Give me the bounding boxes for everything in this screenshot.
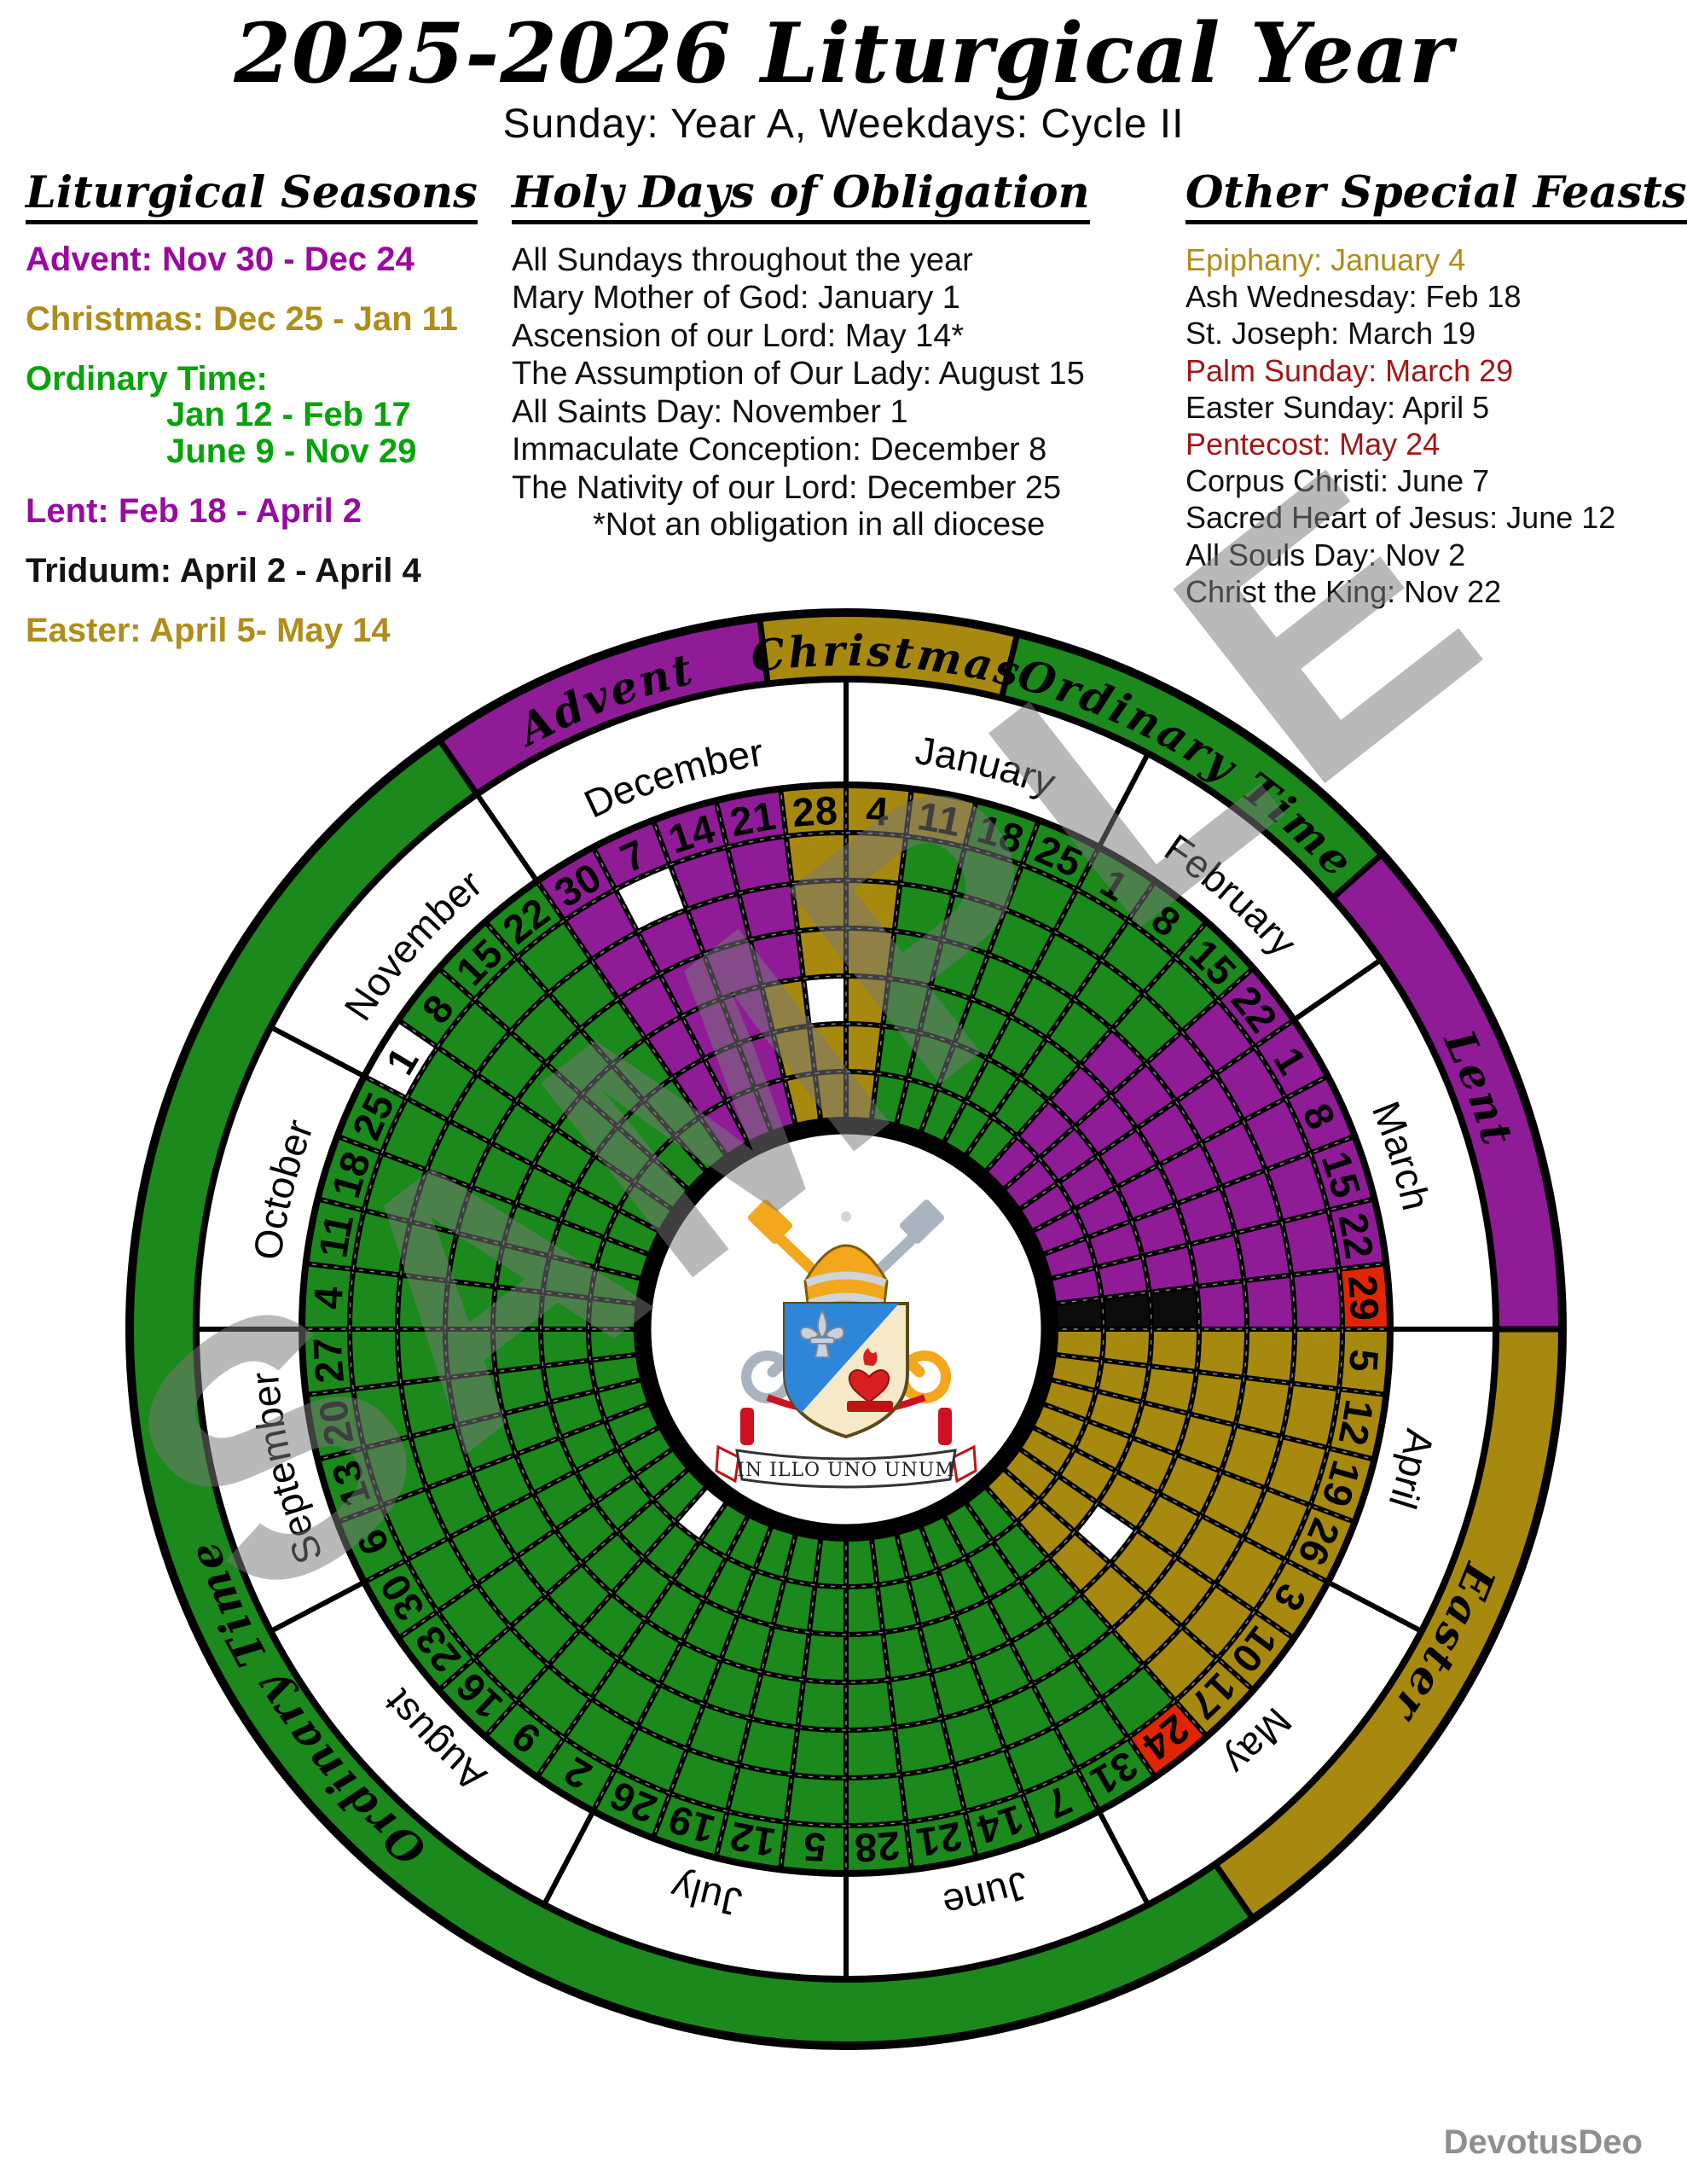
list-item: The Assumption of Our Lady: August 15	[512, 356, 1085, 392]
day-cell	[844, 829, 909, 887]
day-cell	[789, 877, 849, 934]
day-cell	[394, 1272, 451, 1332]
day-cell	[1193, 1277, 1250, 1332]
sacred-heart-icon	[847, 1348, 893, 1412]
list-item: Corpus Christi: June 7	[1186, 463, 1490, 499]
list-item: St. Joseph: March 19	[1186, 316, 1476, 351]
day-cell	[1288, 1266, 1346, 1332]
sunday-date-label: 12	[726, 1813, 779, 1866]
fleur-de-lis-icon	[799, 1308, 845, 1358]
shield	[783, 1302, 909, 1439]
motto-banner: IN ILLO UNO UNUM	[715, 1444, 977, 1489]
list-item: Ascension of our Lord: May 14*	[512, 317, 965, 354]
day-cell	[844, 1771, 909, 1829]
sunday-date-label: 22	[1330, 1209, 1383, 1262]
special-feasts-heading: Other Special Feasts	[1186, 167, 1687, 224]
list-item: Ordinary Time: Jan 12 - Feb 17 June 9 - No…	[26, 359, 417, 471]
day-cell	[1241, 1327, 1298, 1386]
sunday-date-label: 5	[803, 1824, 827, 1870]
day-cell	[442, 1327, 499, 1381]
liturgical-seasons-heading: Liturgical Seasons	[26, 167, 478, 224]
list-item: Christmas: Dec 25 - Jan 11	[26, 299, 458, 338]
sunday-date-label: 11	[310, 1211, 362, 1261]
special-feasts-panel: Other Special Feasts Epiphany: January 4…	[1186, 167, 1687, 610]
day-cell	[794, 925, 849, 982]
day-cell	[1241, 1272, 1298, 1332]
sunday-date-label: 4	[865, 787, 890, 834]
day-cell	[1288, 1327, 1346, 1392]
list-item: Mary Mother of God: January 1	[512, 280, 960, 317]
papal-coat-of-arms: IN ILLO UNO UNUM	[715, 1199, 977, 1489]
sunday-date-label: 5	[1341, 1348, 1387, 1373]
sunday-date-label: 12	[1330, 1397, 1383, 1449]
day-cell	[789, 1724, 849, 1781]
list-item: All Saints Day: November 1	[512, 393, 908, 430]
day-cell	[806, 1020, 849, 1077]
list-item: Easter Sunday: April 5	[1186, 389, 1490, 425]
page-subtitle: Sunday: Year A, Weekdays: Cycle II	[502, 102, 1185, 147]
list-item: Pentecost: May 24	[1186, 426, 1441, 462]
list-item: Immaculate Conception: December 8	[512, 432, 1047, 468]
list-item: Sacred Heart of Jesus: June 12	[1186, 500, 1616, 536]
liturgical-seasons-list: Advent: Nov 30 - Dec 24 Christmas: Dec 25…	[26, 241, 503, 648]
day-cell	[1146, 1283, 1203, 1332]
holy-days-heading: Holy Days of Obligation	[512, 167, 1090, 224]
holy-days-footnote: *Not an obligation in all diocese	[593, 507, 1046, 543]
day-cell	[844, 1724, 903, 1781]
day-cell	[844, 1676, 898, 1734]
list-item: Lent: Feb 18 - April 2	[26, 491, 362, 530]
list-item: Advent: Nov 30 - Dec 24	[26, 241, 415, 278]
special-feasts-list: Epiphany: January 4 Ash Wednesday: Feb 18…	[1186, 241, 1687, 610]
sunday-date-label: 4	[304, 1286, 351, 1310]
credit-text: DevotusDeo	[1443, 2123, 1643, 2161]
day-cell	[346, 1266, 404, 1332]
liturgical-seasons-panel: Liturgical Seasons Advent: Nov 30 - Dec …	[26, 167, 503, 671]
wheel-day-cells	[299, 781, 1394, 1877]
day-cell	[844, 1629, 892, 1686]
sunday-date-label: 20	[310, 1397, 362, 1449]
holy-days-list: All Sundays throughout the year Mary Moth…	[512, 241, 1190, 507]
list-item: All Sundays throughout the year	[512, 242, 973, 278]
day-cell	[1099, 1289, 1155, 1332]
day-cell	[783, 829, 849, 887]
list-item: Palm Sunday: March 29	[1186, 352, 1514, 388]
sunday-date-label: 21	[726, 793, 779, 845]
day-cell	[844, 877, 903, 934]
list-item: Ash Wednesday: Feb 18	[1186, 279, 1522, 315]
sunday-date-label: 11	[914, 793, 965, 845]
day-cell	[537, 1327, 594, 1369]
day-cell	[394, 1327, 451, 1386]
list-item: Easter: April 5- May 14	[26, 611, 391, 649]
holy-days-panel: Holy Days of Obligation All Sundays thro…	[512, 167, 1190, 543]
list-item: Triduum: April 2 - April 4	[26, 551, 421, 590]
day-cell	[346, 1327, 404, 1392]
list-item: The Nativity of our Lord: December 25	[512, 469, 1062, 506]
list-item: All Souls Day: Nov 2	[1186, 537, 1466, 572]
motto-text: IN ILLO UNO UNUM	[737, 1460, 955, 1481]
list-item: Christ the King: Nov 22	[1186, 573, 1502, 609]
sunday-date-label: 21	[913, 1813, 966, 1866]
page-title: 2025-2026 Liturgical Year	[234, 5, 1453, 102]
day-cell	[783, 1771, 849, 1829]
day-cell	[490, 1327, 546, 1375]
center-ring	[638, 1121, 1054, 1537]
day-cell	[800, 973, 849, 1029]
list-item: Epiphany: January 4	[1186, 242, 1466, 277]
day-cell	[844, 1582, 886, 1638]
